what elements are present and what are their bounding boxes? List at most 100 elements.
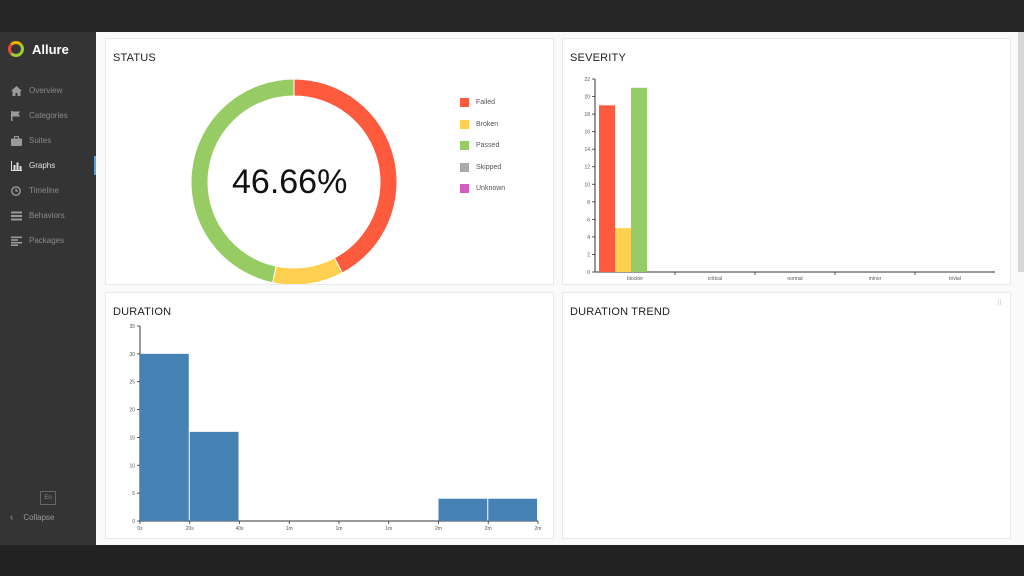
severity-bar-chart: 0 2 4 6 8 10 12 14 16 18 20 22 blocker critical normal… [584,77,995,282]
histogram-bar[interactable] [438,498,488,521]
sidebar-item-behaviors[interactable]: Behaviors [0,203,96,228]
y-tick-label: 35 [129,324,135,330]
allure-logo-icon [8,41,24,57]
histogram-bar[interactable] [488,498,537,521]
sidebar-item-label: Graphs [29,161,56,170]
y-tick-label: 0 [132,519,135,525]
y-tick-label: 14 [584,147,590,153]
home-icon [10,85,22,96]
x-tick-label: 1m [336,526,343,532]
sidebar-item-label: Overview [29,86,63,95]
sidebar-item-timeline[interactable]: Timeline [0,178,96,203]
window-bottom-frame [0,545,1024,576]
panel-title: DURATION [113,306,172,318]
x-tick-label: 2m [535,526,542,532]
y-tick-label: 10 [584,182,590,188]
y-tick-label: 8 [587,200,590,206]
y-tick-label: 5 [132,491,135,497]
sidebar-item-categories[interactable]: Categories [0,103,96,128]
legend-label: Broken [476,120,499,128]
legend-label: Failed [476,99,496,107]
status-donut-chart [190,78,398,284]
scrollbar[interactable] [1018,32,1024,272]
x-tick-label: 1m [385,526,392,532]
y-tick-label: 25 [129,380,135,386]
y-tick-label: 20 [584,95,590,101]
x-tick-label: trivial [949,276,961,282]
y-tick-label: 2 [587,252,590,258]
bar-failed-blocker[interactable] [599,105,615,273]
legend-label: Unknown [476,185,506,193]
flag-icon [10,110,22,121]
legend-swatch [460,184,469,194]
sidebar-item-suites[interactable]: Suites [0,128,96,153]
collapse-label: Collapse [23,513,55,522]
app-name: Allure [32,41,69,57]
sidebar-item-label: Timeline [29,186,59,195]
main-content: STATUS 46.66% Failed Broken Passed Skipped U… [96,32,1024,545]
severity-panel: SEVERITY 0 2 4 6 8 10 12 14 16 18 20 22 blocker criti… [562,38,1011,285]
legend-swatch [460,141,469,151]
histogram-bar[interactable] [140,353,189,521]
legend-swatch [460,162,469,172]
window-top-frame [0,0,1024,32]
x-tick-label: 1m [286,526,293,532]
sidebar-item-label: Suites [29,136,52,145]
x-tick-label: 2m [485,526,492,532]
legend-label: Passed [476,142,500,150]
x-tick-label: blocker [627,276,643,282]
align-left-icon [10,236,22,246]
y-tick-label: 4 [587,235,590,241]
sidebar-item-label: Packages [29,236,65,245]
histogram-bar[interactable] [189,431,239,521]
list-icon [10,211,22,221]
status-legend: Failed Broken Passed Skipped Unknown [460,92,505,200]
chevron-left-icon: ‹ [10,512,14,523]
status-panel: STATUS 46.66% Failed Broken Passed Skipped U… [105,38,554,285]
collapse-button[interactable]: ‹ Collapse [10,512,54,523]
y-tick-label: 18 [584,112,590,118]
legend-item[interactable]: Broken [460,114,505,136]
legend-item[interactable]: Passed [460,135,505,157]
sidebar-item-overview[interactable]: Overview [0,78,96,103]
x-tick-label: critical [708,276,722,282]
sidebar: Allure Overview Categories Suites Graphs [0,32,96,545]
donut-slice-passed[interactable] [190,78,295,284]
y-tick-label: 30 [129,352,135,358]
sidebar-nav: Overview Categories Suites Graphs Timeli… [0,78,96,253]
bar-chart-icon [10,160,22,171]
legend-item[interactable]: Failed [460,92,505,114]
sidebar-item-packages[interactable]: Packages [0,228,96,253]
legend-item[interactable]: Unknown [460,178,505,200]
y-tick-label: 12 [584,165,590,171]
status-percent: 46.66% [232,163,348,201]
y-tick-label: 0 [587,270,590,276]
sidebar-item-graphs[interactable]: Graphs [0,153,96,178]
legend-item[interactable]: Skipped [460,157,505,179]
x-tick-label: minor [869,276,882,282]
language-switcher[interactable]: En [40,491,56,505]
x-tick-label: 40s [235,526,244,532]
panel-title: SEVERITY [570,52,627,64]
bar-passed-blocker[interactable] [631,87,647,272]
clock-icon [10,185,22,196]
y-tick-label: 20 [129,408,135,414]
y-tick-label: 6 [587,217,590,223]
legend-swatch [460,98,469,108]
duration-panel: DURATION 0 5 10 15 20 25 30 35 0s 20s 40s 1m 1m 1m 2m 2… [105,292,554,539]
panel-title: STATUS [113,52,156,64]
drag-handle-icon[interactable]: ⠿ [996,300,1002,307]
duration-histogram: 0 5 10 15 20 25 30 35 0s 20s 40s 1m 1m 1m 2m 2m 2m [129,324,542,532]
allure-logo[interactable]: Allure [8,38,69,60]
y-tick-label: 16 [584,130,590,136]
x-tick-label: 0s [137,526,143,532]
y-tick-label: 10 [129,463,135,469]
sidebar-item-label: Behaviors [29,211,65,220]
donut-slice-broken[interactable] [271,257,344,284]
bar-broken-blocker[interactable] [615,228,631,272]
x-tick-label: normal [787,276,802,282]
x-tick-label: 20s [186,526,195,532]
x-tick-label: 2m [435,526,442,532]
sidebar-item-label: Categories [29,111,68,120]
y-tick-label: 22 [584,77,590,83]
